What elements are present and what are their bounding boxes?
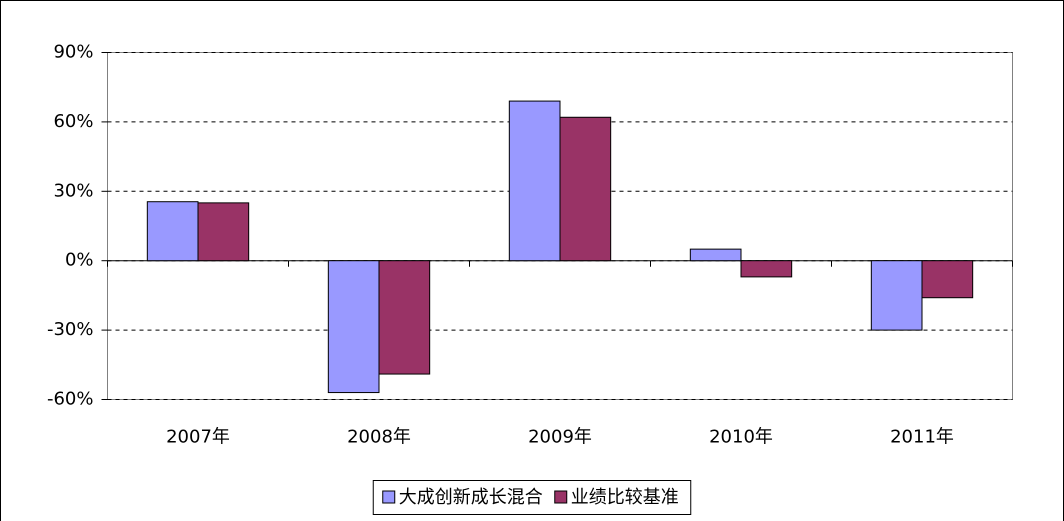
bar	[146, 201, 199, 262]
bar	[508, 100, 561, 262]
bar	[689, 248, 742, 262]
legend-swatch	[554, 490, 568, 504]
legend-label: 大成创新成长混合	[399, 487, 543, 508]
bar	[740, 260, 793, 278]
legend-box	[372, 480, 692, 515]
bar	[327, 260, 380, 394]
plot-border	[107, 52, 1013, 400]
x-tick-label: 2007年	[166, 427, 230, 448]
x-tick-label: 2011年	[890, 427, 954, 448]
y-tick-label: -60%	[47, 389, 94, 410]
y-tick-label: 0%	[65, 250, 94, 271]
bar	[870, 260, 923, 331]
x-tick-label: 2008年	[347, 427, 411, 448]
bar	[559, 116, 612, 262]
bar	[197, 202, 250, 262]
bar	[378, 260, 431, 375]
y-tick-label: 60%	[53, 111, 93, 132]
bar	[921, 260, 974, 299]
x-tick-label: 2009年	[528, 427, 592, 448]
y-tick-label: 90%	[53, 42, 93, 63]
legend-swatch	[382, 490, 396, 504]
x-tick-label: 2010年	[709, 427, 773, 448]
y-tick-label: -30%	[47, 319, 94, 340]
y-tick-label: 30%	[53, 180, 93, 201]
legend-label: 业绩比较基准	[571, 487, 679, 508]
